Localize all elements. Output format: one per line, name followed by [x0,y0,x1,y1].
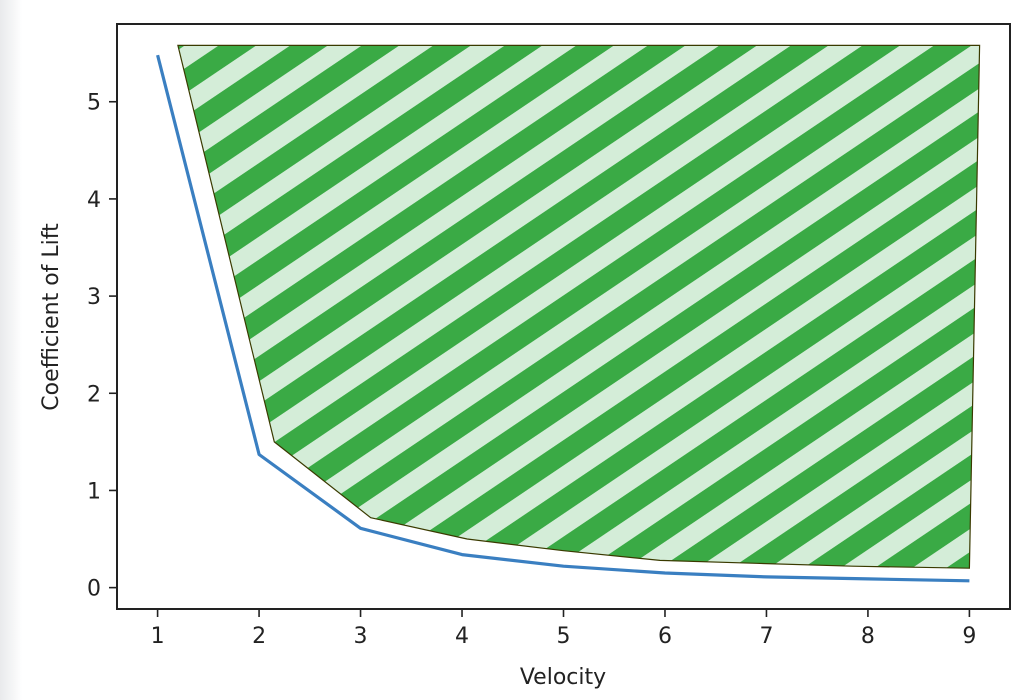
x-tick-label: 6 [658,624,672,649]
x-tick-label: 7 [759,624,773,649]
y-tick-label: 5 [87,91,101,116]
x-tick-label: 8 [861,624,875,649]
y-axis-label: Coefficient of Lift [39,223,64,411]
x-tick-label: 1 [151,624,165,649]
y-tick-label: 1 [87,479,101,504]
hatched-region [177,44,981,569]
y-tick-label: 0 [87,577,101,602]
x-tick-label: 4 [455,624,469,649]
x-tick-label: 2 [252,624,266,649]
y-tick-label: 4 [87,188,101,213]
y-axis: 0 1 2 3 4 5 [87,91,117,602]
x-tick-label: 3 [354,624,368,649]
left-edge-shadow [0,0,22,700]
x-axis: 1 2 3 4 5 6 7 8 9 [151,609,976,649]
y-tick-label: 3 [87,285,101,310]
x-tick-label: 5 [557,624,571,649]
x-axis-label: Velocity [520,665,606,690]
series-line-0 [156,54,970,583]
y-tick-label: 2 [87,382,101,407]
x-tick-label: 9 [962,624,976,649]
